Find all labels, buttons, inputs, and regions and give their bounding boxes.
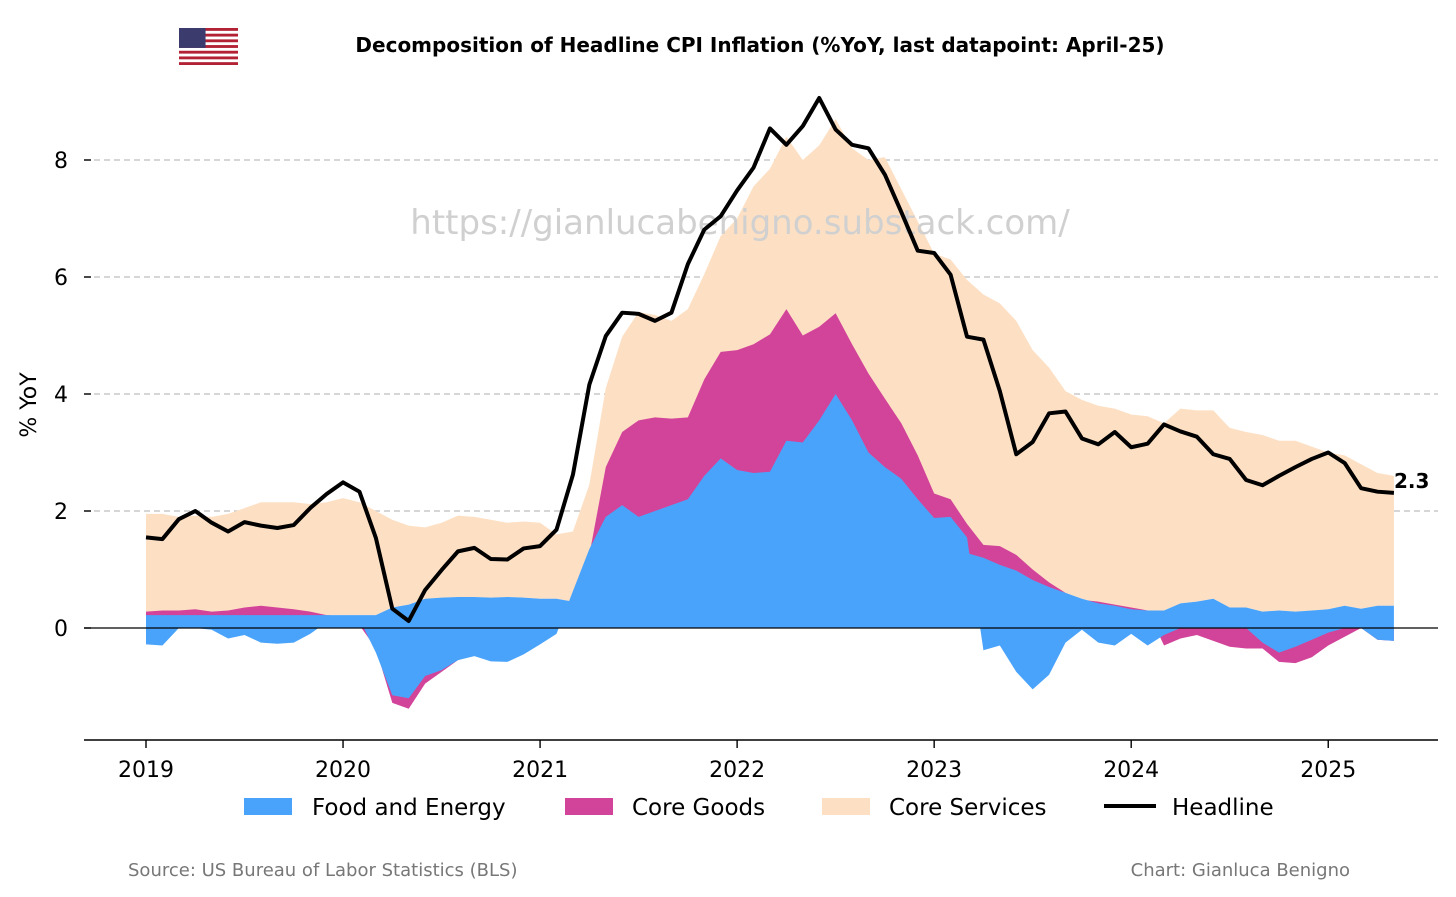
headline-end-label: 2.3 (1394, 469, 1429, 493)
y-tick-label: 4 (54, 383, 68, 408)
legend-label: Core Services (889, 795, 1047, 821)
y-axis-label: % YoY (17, 372, 42, 438)
x-tick-label: 2024 (1103, 758, 1159, 783)
legend: Food and Energy Core Goods Core Services He… (244, 795, 1274, 821)
legend-swatch (565, 798, 613, 815)
legend-swatch (244, 798, 292, 815)
us-flag-icon (179, 28, 238, 65)
legend-swatch (822, 798, 870, 815)
y-tick-labels: 0 2 4 6 8 (54, 149, 91, 642)
chart-credit: Chart: Gianluca Benigno (1131, 860, 1350, 881)
x-tick-labels: 2019 2020 2021 2022 2023 2024 2025 (118, 740, 1356, 783)
y-tick-label: 2 (54, 500, 68, 525)
line-series (84, 95, 1438, 629)
legend-item: Food and Energy (244, 795, 506, 821)
x-tick-label: 2020 (315, 758, 371, 783)
legend-item: Headline (1104, 795, 1274, 821)
x-tick-label: 2025 (1300, 758, 1356, 783)
source-note: Source: US Bureau of Labor Statistics (B… (128, 860, 517, 881)
line-headline (145, 95, 1395, 623)
x-tick-label: 2022 (709, 758, 765, 783)
x-tick-label: 2019 (118, 758, 174, 783)
legend-item: Core Goods (565, 795, 765, 821)
legend-label: Food and Energy (312, 795, 506, 821)
legend-label: Headline (1172, 795, 1274, 821)
watermark: https://gianlucabenigno.substack.com/ (410, 203, 1070, 243)
x-tick-label: 2021 (512, 758, 568, 783)
y-tick-label: 0 (54, 617, 68, 642)
y-tick-label: 6 (54, 266, 68, 291)
legend-label: Core Goods (632, 795, 765, 821)
area-food-energy-base (146, 541, 1394, 628)
area-food-energy (146, 394, 1394, 699)
chart-title: Decomposition of Headline CPI Inflation … (355, 33, 1164, 57)
x-tick-label: 2023 (906, 758, 962, 783)
area-series (146, 119, 1394, 709)
y-tick-label: 8 (54, 149, 68, 174)
legend-item: Core Services (822, 795, 1047, 821)
